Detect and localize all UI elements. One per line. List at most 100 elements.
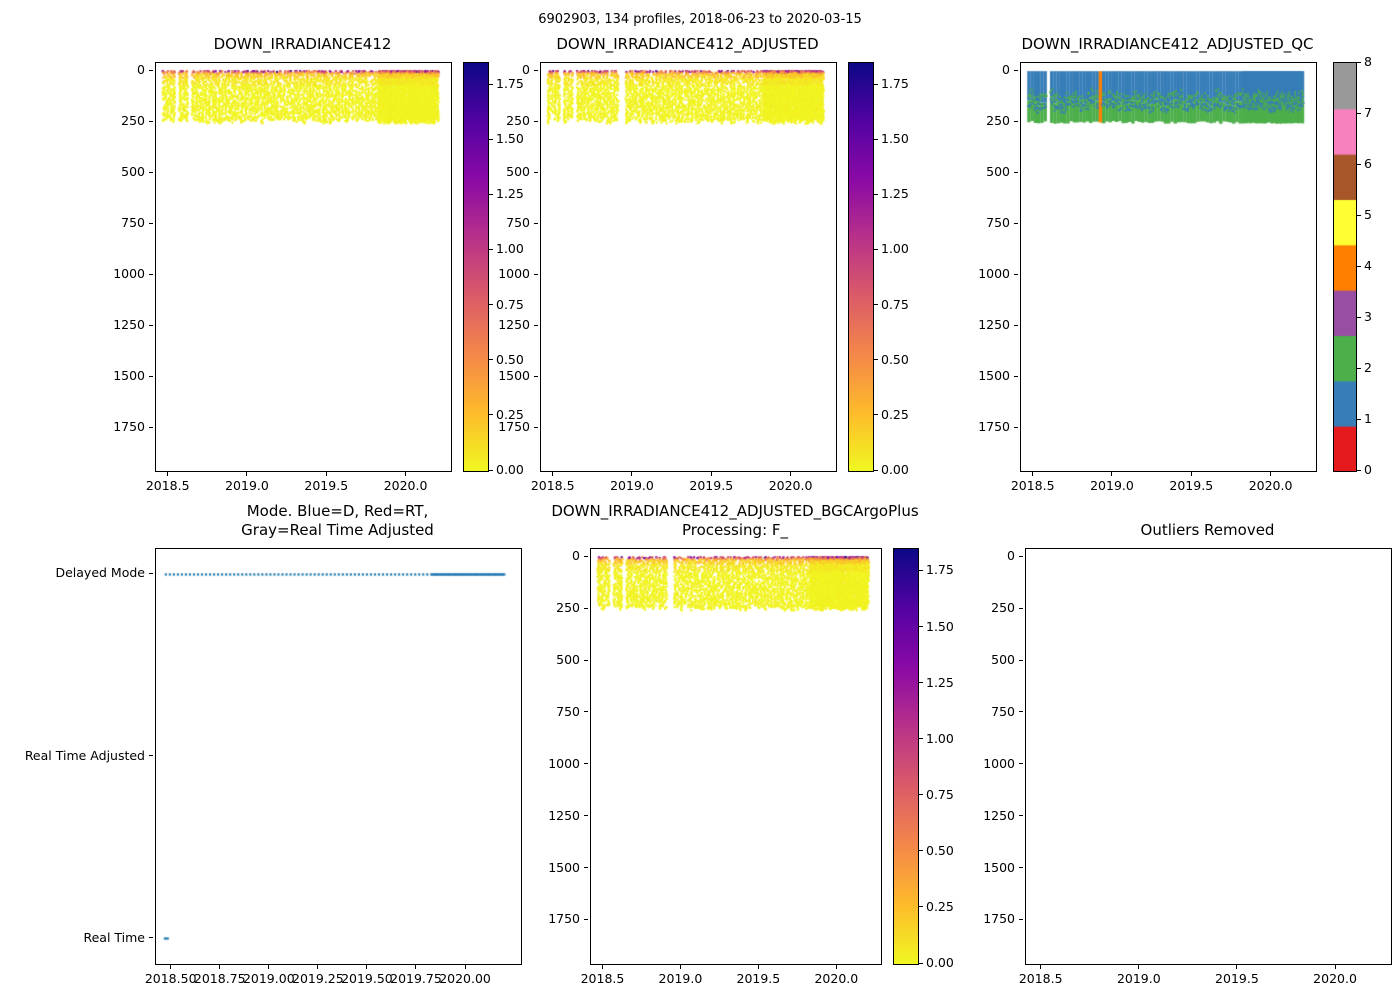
plot-title-line: Mode. Blue=D, Red=RT,	[246, 502, 429, 520]
colorbar-tick-mark	[874, 304, 878, 306]
colorbar-tick-mark	[919, 962, 923, 964]
y-tick-label: 750	[506, 215, 530, 231]
y-tick-mark	[1019, 659, 1023, 661]
y-tick-mark	[584, 711, 588, 713]
x-tick-mark	[415, 965, 417, 969]
colorbar-tick-label: 0.75	[926, 786, 954, 802]
colorbar-tick-label: 2	[1364, 360, 1372, 375]
colorbar-tick-mark	[489, 83, 493, 85]
y-tick-mark	[584, 659, 588, 661]
y-tick-mark	[534, 69, 538, 71]
colorbar-tick-mark	[919, 738, 923, 740]
y-tick-mark	[1014, 324, 1018, 326]
plot-title-line: Gray=Real Time Adjusted	[241, 521, 434, 539]
colorbar-down_irradiance412_adjusted_bgcargoplus	[893, 548, 919, 965]
y-tick-label: 1250	[983, 807, 1015, 823]
colorbar-down_irradiance412_adjusted	[848, 62, 874, 472]
axes-down_irradiance412_adjusted	[540, 62, 837, 472]
colorbar-tick-label: 1.25	[926, 674, 954, 690]
colorbar-canvas-down_irradiance412_adjusted_qc	[1334, 63, 1356, 471]
x-tick-mark	[317, 965, 319, 969]
plot-canvas-down_irradiance412_adjusted	[541, 63, 836, 471]
x-tick-label: 2019.25	[292, 971, 344, 986]
x-tick-label: 2020.0	[1248, 478, 1293, 493]
y-tick-mark	[1014, 69, 1018, 71]
axes-down_irradiance412_adjusted_bgcargoplus	[590, 548, 882, 965]
x-tick-label: 2019.5	[736, 971, 781, 986]
colorbar-canvas-down_irradiance412	[464, 63, 488, 471]
x-tick-label: 2019.0	[225, 478, 269, 493]
y-tick-mark	[584, 555, 588, 557]
y-tick-label: 0	[1002, 62, 1010, 78]
y-tick-mark	[1014, 171, 1018, 173]
y-tick-mark	[1019, 815, 1023, 817]
colorbar-tick-mark	[489, 304, 493, 306]
x-tick-mark	[710, 472, 712, 476]
plot-title-line: DOWN_IRRADIANCE412_ADJUSTED_QC	[1021, 35, 1314, 53]
colorbar-tick-mark	[1357, 163, 1361, 165]
colorbar-tick-mark	[919, 682, 923, 684]
colorbar-tick-label: 6	[1364, 156, 1372, 171]
plot-title-line: DOWN_IRRADIANCE412	[213, 35, 392, 53]
plot-title-line: DOWN_IRRADIANCE412_ADJUSTED_BGCArgoPlus	[551, 502, 919, 520]
colorbar-tick-label: 0.25	[496, 406, 524, 422]
y-tick-label: 1750	[548, 911, 580, 927]
y-tick-label: Real Time	[83, 929, 145, 945]
colorbar-down_irradiance412_adjusted_qc	[1333, 62, 1357, 472]
colorbar-tick-mark	[1357, 61, 1361, 63]
y-tick-label: 500	[556, 652, 580, 668]
y-tick-label: 1000	[498, 266, 530, 282]
y-tick-mark	[534, 222, 538, 224]
figure-title: 6902903, 134 profiles, 2018-06-23 to 202…	[538, 12, 862, 27]
y-tick-mark	[1014, 222, 1018, 224]
colorbar-tick-label: 0.75	[881, 296, 909, 312]
colorbar-tick-mark	[489, 138, 493, 140]
colorbar-canvas-down_irradiance412_adjusted	[849, 63, 873, 471]
plot-title-down_irradiance412_adjusted_bgcargoplus: DOWN_IRRADIANCE412_ADJUSTED_BGCArgoPlus P…	[510, 502, 960, 540]
plot-canvas-outliers_removed	[1026, 549, 1391, 964]
y-tick-mark	[534, 171, 538, 173]
plot-canvas-down_irradiance412	[156, 63, 451, 471]
colorbar-tick-label: 0.25	[926, 898, 954, 914]
colorbar-tick-mark	[874, 469, 878, 471]
y-tick-mark	[149, 375, 153, 377]
x-tick-mark	[1032, 472, 1034, 476]
x-tick-label: 2019.00	[242, 971, 295, 986]
colorbar-tick-label: 1.75	[496, 76, 524, 92]
y-tick-mark	[1019, 918, 1023, 920]
y-tick-label: 250	[991, 600, 1015, 616]
y-tick-label: 1250	[113, 317, 145, 333]
y-tick-mark	[534, 324, 538, 326]
colorbar-tick-label: 0.75	[496, 296, 524, 312]
colorbar-tick-mark	[489, 359, 493, 361]
colorbar-tick-label: 8	[1364, 54, 1372, 69]
colorbar-tick-label: 0.25	[881, 406, 909, 422]
x-tick-label: 2018.5	[1018, 971, 1063, 986]
x-tick-mark	[1236, 965, 1238, 969]
colorbar-tick-label: 0.50	[496, 351, 524, 367]
plot-title-line: DOWN_IRRADIANCE412_ADJUSTED	[556, 35, 819, 53]
y-tick-label: Delayed Mode	[55, 565, 145, 581]
x-tick-mark	[268, 965, 270, 969]
colorbar-tick-label: 7	[1364, 105, 1372, 120]
x-tick-mark	[601, 965, 603, 969]
y-tick-label: 500	[121, 164, 145, 180]
y-tick-label: 1750	[113, 419, 145, 435]
y-tick-label: 750	[121, 215, 145, 231]
colorbar-tick-label: 1.50	[496, 131, 524, 147]
colorbar-tick-label: 1.00	[926, 730, 954, 746]
y-tick-label: 1250	[978, 317, 1010, 333]
x-tick-mark	[1111, 472, 1113, 476]
colorbar-tick-label: 4	[1364, 258, 1372, 273]
y-tick-label: 750	[986, 215, 1010, 231]
y-tick-label: 1500	[548, 859, 580, 875]
plot-title-outliers_removed: Outliers Removed	[945, 521, 1400, 540]
x-tick-label: 2020.0	[1313, 971, 1357, 986]
colorbar-tick-mark	[489, 193, 493, 195]
x-tick-label: 2019.5	[304, 478, 349, 493]
colorbar-tick-mark	[874, 248, 878, 250]
y-tick-mark	[1019, 763, 1023, 765]
y-tick-label: Real Time Adjusted	[24, 747, 145, 763]
x-tick-mark	[405, 472, 407, 476]
y-tick-mark	[584, 918, 588, 920]
